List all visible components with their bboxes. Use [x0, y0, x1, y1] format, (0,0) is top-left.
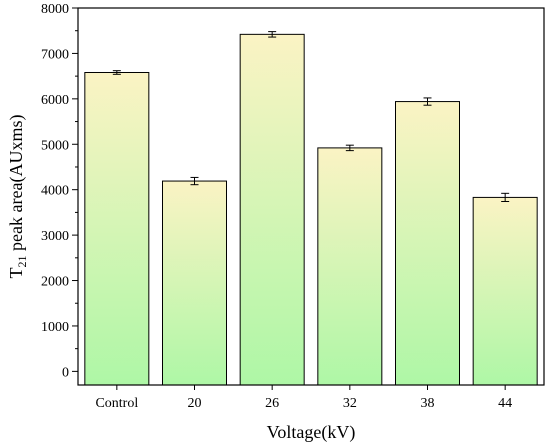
y-tick-label: 0: [62, 365, 69, 380]
bar-control: [84, 71, 150, 386]
x-tick-label: Control: [95, 396, 138, 411]
x-tick-label: 32: [343, 396, 357, 411]
y-tick-label: 5000: [41, 138, 69, 153]
error-bars-group: [112, 31, 510, 202]
bar-32: [317, 147, 383, 386]
bars-group: [84, 33, 538, 386]
y-axis-title-pre: T: [6, 267, 26, 278]
y-tick-label: 2000: [41, 275, 69, 290]
y-tick-label: 3000: [41, 229, 69, 244]
y-axis-title-sub: 21: [15, 255, 29, 267]
y-tick-label: 7000: [41, 47, 69, 62]
x-axis: Control 20 26 32 38 44: [95, 385, 512, 411]
y-tick-label: 6000: [41, 93, 69, 108]
bar-44: [472, 196, 538, 386]
y-axis: 0 1000 2000 3000 4000 5000 6000 7000 8000: [41, 2, 78, 380]
x-tick-label: 20: [188, 396, 202, 411]
y-tick-label: 4000: [41, 184, 69, 199]
x-tick-label: 38: [421, 396, 435, 411]
x-tick-label: 26: [265, 396, 279, 411]
y-axis-title-post: peak area(AUxms): [6, 115, 27, 256]
bar-20: [162, 180, 227, 386]
y-axis-title: T21 peak area(AUxms): [6, 115, 29, 279]
bar-26: [239, 33, 305, 386]
y-tick-label: 1000: [41, 320, 69, 335]
x-tick-label: 44: [498, 396, 512, 411]
plot-frame: [77, 7, 545, 386]
y-tick-label: 8000: [41, 2, 69, 17]
x-axis-title: Voltage(kV): [267, 422, 356, 443]
bar-38: [395, 101, 460, 386]
